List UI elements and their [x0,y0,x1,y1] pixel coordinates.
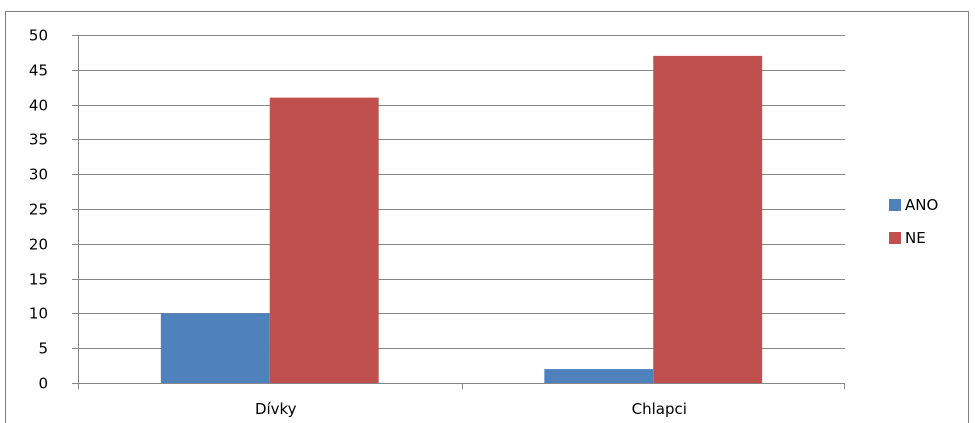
bar-ne-1 [653,55,763,383]
axes [78,35,845,389]
y-tick-label: 5 [38,340,48,358]
y-axis-ticks: 0 5 10 15 20 25 30 35 40 45 50 [29,27,78,393]
y-tick-label: 40 [29,97,48,115]
y-tick-label: 50 [29,27,48,45]
y-tick-label: 20 [29,236,48,254]
legend-label-ne: NE [905,229,926,247]
y-tick-label: 0 [38,375,48,393]
legend-swatch-ano [889,199,901,211]
bar-ne-0 [269,97,379,383]
y-tick-label: 15 [29,271,48,289]
y-tick-label: 25 [29,201,48,219]
x-tick-label: Dívky [255,400,297,418]
bar-ano-1 [544,369,654,383]
bars [160,55,763,383]
bar-ano-0 [160,313,270,383]
y-tick-label: 10 [29,305,48,323]
chart-border [5,11,969,423]
x-axis-ticks: Dívky Chlapci [255,383,845,418]
y-tick-label: 30 [29,166,48,184]
x-tick-label: Chlapci [632,400,687,418]
legend-swatch-ne [889,232,901,244]
y-tick-label: 35 [29,131,48,149]
y-tick-label: 45 [29,62,48,80]
legend-label-ano: ANO [905,196,938,214]
legend: ANO NE [889,196,938,247]
